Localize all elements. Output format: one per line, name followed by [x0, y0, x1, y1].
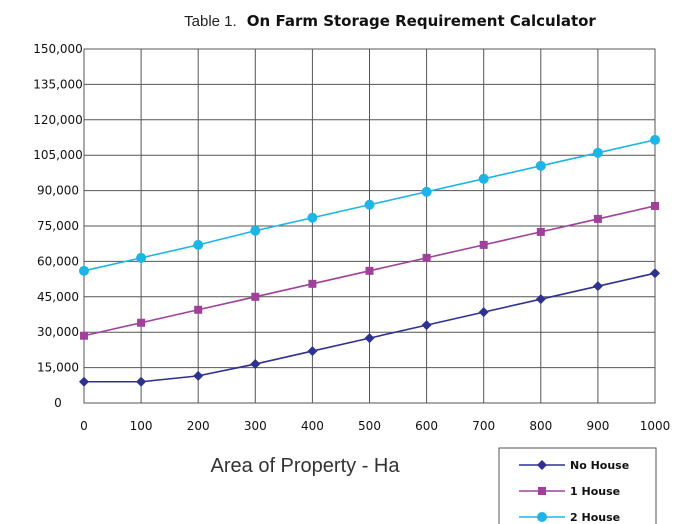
- data-point-no-house: [307, 346, 318, 357]
- plot-grid: [83, 48, 656, 404]
- x-tick-label: 700: [472, 419, 495, 433]
- data-point-no-house: [193, 370, 204, 381]
- data-point-1-house: [365, 266, 374, 275]
- x-tick-label: 200: [187, 419, 210, 433]
- x-tick-label: 400: [301, 419, 324, 433]
- y-tick-label: 45,000: [37, 290, 79, 304]
- data-point-2-house: [136, 252, 147, 263]
- data-point-no-house: [136, 376, 147, 387]
- data-point-2-house: [592, 147, 603, 158]
- data-point-2-house: [193, 239, 204, 250]
- chart-title: Table 1. On Farm Storage Requirement Cal…: [184, 11, 596, 30]
- legend-marker-icon: [537, 512, 547, 522]
- legend-marker-icon: [537, 460, 547, 470]
- series-2-house: [79, 134, 660, 276]
- data-point-2-house: [250, 225, 261, 236]
- y-tick-label: 135,000: [33, 77, 83, 91]
- data-point-1-house: [479, 240, 488, 249]
- data-point-2-house: [478, 173, 489, 184]
- data-point-2-house: [364, 199, 375, 210]
- x-axis-ticks: 0 100 200 300 400 500 600 700 800 900 1000: [80, 419, 670, 433]
- chart-title-text: On Farm Storage Requirement Calculator: [247, 12, 597, 30]
- data-point-2-house: [421, 186, 432, 197]
- data-point-no-house: [79, 376, 89, 387]
- data-point-no-house: [478, 307, 489, 318]
- data-point-2-house: [650, 134, 660, 145]
- y-tick-label: 60,000: [37, 254, 79, 268]
- data-point-2-house: [79, 265, 89, 276]
- y-tick-label: 105,000: [33, 148, 83, 162]
- legend-box: [498, 447, 657, 524]
- legend: No House 1 House 2 House: [498, 447, 657, 524]
- data-point-1-house: [651, 201, 659, 210]
- data-point-1-house: [422, 253, 431, 262]
- legend-label: No House: [570, 459, 629, 472]
- data-point-1-house: [308, 279, 317, 288]
- x-tick-label: 900: [586, 419, 609, 433]
- y-tick-label: 150,000: [33, 42, 83, 56]
- y-tick-label: 30,000: [37, 325, 79, 339]
- data-point-1-house: [80, 331, 88, 340]
- data-point-2-house: [307, 212, 318, 223]
- legend-label: 2 House: [570, 511, 620, 524]
- data-point-1-house: [536, 227, 545, 236]
- data-point-no-house: [592, 281, 603, 292]
- y-tick-label: 120,000: [33, 113, 83, 127]
- x-tick-label: 300: [244, 419, 267, 433]
- legend-item-2-house: 2 House: [519, 511, 620, 524]
- x-tick-label: 600: [415, 419, 438, 433]
- series-layer: [79, 134, 660, 387]
- legend-item-no-house: No House: [519, 459, 629, 472]
- x-tick-label: 800: [529, 419, 552, 433]
- series-1-house: [80, 201, 659, 340]
- series-no-house: [79, 268, 660, 387]
- legend-item-1-house: 1 House: [519, 485, 620, 498]
- data-point-1-house: [593, 214, 602, 223]
- y-axis-ticks: 0 15,000 30,000 45,000 60,000 75,000 90,000 105…: [33, 42, 83, 410]
- legend-label: 1 House: [570, 485, 620, 498]
- data-point-no-house: [650, 268, 660, 279]
- chart-title-prefix: Table 1.: [184, 13, 237, 30]
- data-point-1-house: [137, 318, 146, 327]
- y-tick-label: 75,000: [37, 219, 79, 233]
- x-tick-label: 100: [130, 419, 153, 433]
- data-point-no-house: [250, 359, 261, 370]
- data-point-1-house: [251, 292, 260, 301]
- x-tick-label: 1000: [640, 419, 671, 433]
- y-tick-label: 0: [54, 396, 62, 410]
- data-point-no-house: [535, 294, 546, 305]
- data-point-1-house: [194, 305, 203, 314]
- data-point-no-house: [364, 333, 375, 344]
- x-tick-label: 0: [80, 419, 88, 433]
- x-tick-label: 500: [358, 419, 381, 433]
- data-point-no-house: [421, 320, 432, 331]
- data-point-2-house: [535, 160, 546, 171]
- legend-marker-icon: [538, 487, 546, 495]
- y-tick-label: 15,000: [37, 361, 79, 375]
- y-tick-label: 90,000: [37, 184, 79, 198]
- x-axis-label: Area of Property - Ha: [211, 455, 401, 477]
